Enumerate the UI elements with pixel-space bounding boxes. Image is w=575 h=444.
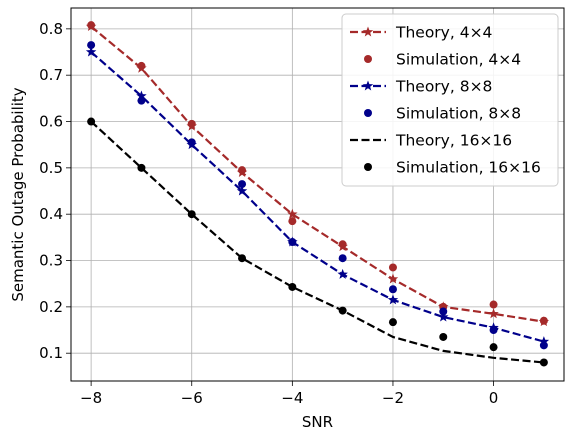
legend-item: Theory, 8×8: [350, 78, 492, 96]
data-point: [238, 254, 247, 263]
series: [87, 117, 548, 367]
data-point: [338, 254, 347, 263]
data-point: [388, 318, 397, 327]
data-point: [187, 138, 196, 147]
data-point: [539, 316, 548, 325]
data-point-star: [488, 308, 499, 319]
series-line: [90, 25, 545, 323]
y-tick-label: 0.5: [39, 159, 63, 177]
x-tick-label: 0: [489, 389, 499, 407]
legend-label: Simulation, 16×16: [396, 159, 541, 177]
legend-item: Simulation, 8×8: [364, 105, 521, 123]
data-point-star: [387, 294, 399, 305]
x-axis-label: SNR: [302, 413, 333, 431]
series: [87, 41, 548, 350]
legend-item: Simulation, 4×4: [364, 51, 521, 69]
data-point: [539, 341, 548, 350]
data-point: [87, 117, 96, 126]
data-point: [87, 41, 96, 50]
data-point: [238, 180, 247, 189]
legend-swatch-dot: [364, 163, 372, 171]
y-tick-label: 0.8: [39, 20, 63, 38]
legend-item: Theory, 4×4: [350, 24, 492, 42]
data-point: [388, 285, 397, 294]
data-point: [439, 307, 448, 316]
y-tick-label: 0.7: [39, 66, 63, 84]
legend-swatch-star: [362, 26, 374, 37]
data-point: [187, 210, 196, 219]
legend-swatch-star: [362, 80, 374, 91]
data-point: [137, 163, 146, 172]
y-axis-label: Semantic Outage Probability: [9, 87, 27, 301]
data-point: [187, 119, 196, 128]
data-point-star: [337, 268, 348, 279]
data-point: [338, 240, 347, 249]
data-point-star: [287, 208, 298, 219]
y-tick-label: 0.1: [39, 344, 63, 362]
series-layer: [85, 21, 550, 367]
data-point: [87, 21, 96, 30]
data-point-star: [136, 90, 147, 101]
x-tick-label: −6: [181, 389, 203, 407]
x-tick-label: −8: [80, 389, 102, 407]
legend-label: Simulation, 4×4: [396, 51, 521, 69]
series-line: [90, 120, 544, 364]
legend-item: Theory, 16×16: [350, 132, 512, 150]
legend-label: Simulation, 8×8: [396, 105, 521, 123]
data-point: [288, 217, 297, 226]
x-tick-label: −2: [382, 389, 404, 407]
data-point-star: [438, 311, 449, 322]
data-point: [288, 237, 297, 246]
legend-label: Theory, 4×4: [395, 24, 492, 42]
y-tick-label: 0.4: [39, 205, 63, 223]
data-point: [539, 358, 548, 367]
data-point: [137, 96, 146, 105]
data-point-star: [236, 185, 248, 196]
axis-ticks: −8 −6 −4 −2 0 0.1 0.2 0.3 0.4 0.5 0.6 0.7 0.8: [39, 20, 498, 407]
x-tick-label: −4: [281, 389, 303, 407]
legend-box: [341, 13, 559, 187]
legend-swatch-dot: [364, 109, 372, 117]
data-point-star: [85, 46, 97, 57]
data-point-star: [387, 273, 399, 284]
series-line: [90, 51, 545, 343]
data-point: [489, 326, 498, 335]
y-tick-label: 0.3: [39, 252, 63, 270]
data-point: [439, 332, 448, 341]
legend-label: Theory, 8×8: [395, 78, 492, 96]
data-point: [338, 306, 347, 315]
data-point: [137, 61, 146, 70]
plot-frame: [70, 7, 565, 382]
legend-item: Simulation, 16×16: [364, 159, 541, 177]
data-point: [288, 282, 297, 291]
data-point: [238, 166, 247, 175]
data-point: [489, 343, 498, 352]
data-point-star: [538, 336, 550, 347]
series: [90, 120, 544, 364]
legend: Theory, 4×4 Simulation, 4×4 Theory, 8×8 Sim…: [341, 13, 559, 187]
data-point: [489, 300, 498, 309]
legend-swatch-dot: [364, 55, 372, 63]
y-tick-label: 0.6: [39, 113, 63, 131]
legend-label: Theory, 16×16: [395, 132, 512, 150]
data-point: [388, 263, 397, 272]
y-tick-label: 0.2: [39, 298, 63, 316]
